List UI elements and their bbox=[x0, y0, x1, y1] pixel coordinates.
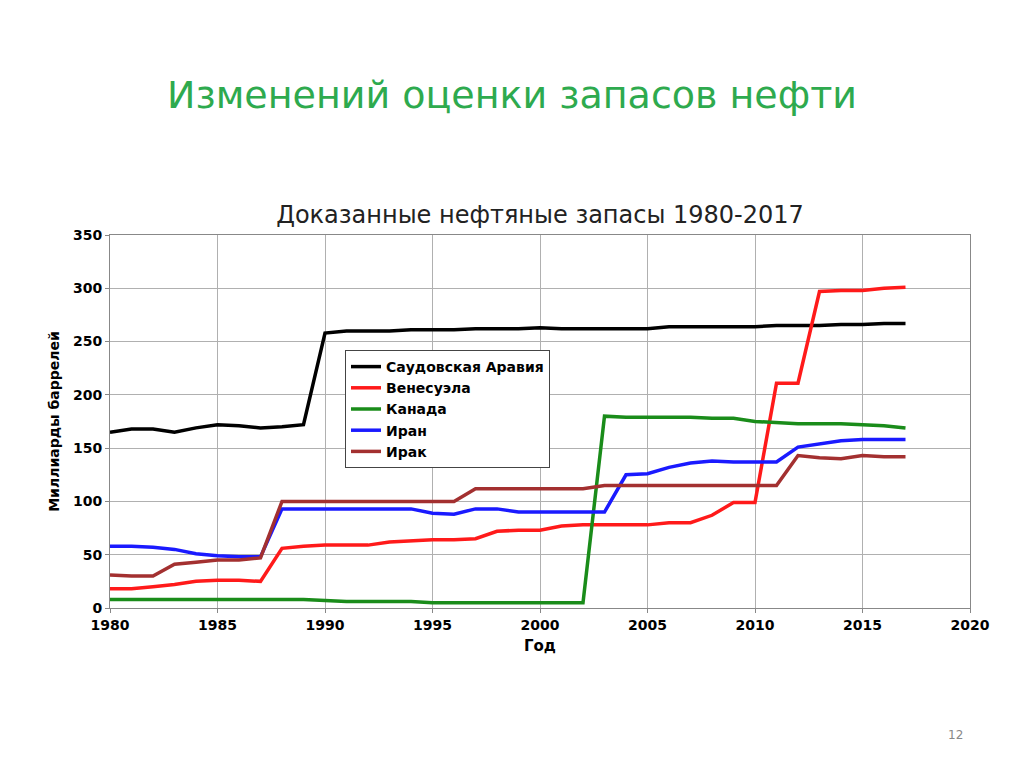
svg-text:2000: 2000 bbox=[521, 617, 560, 633]
svg-text:2020: 2020 bbox=[951, 617, 990, 633]
svg-text:Изменений оценки запасов нефти: Изменений оценки запасов нефти bbox=[167, 73, 857, 117]
svg-text:150: 150 bbox=[73, 440, 102, 456]
svg-text:Год: Год bbox=[524, 637, 556, 655]
svg-text:2010: 2010 bbox=[736, 617, 775, 633]
svg-text:Доказанные нефтяные запасы 198: Доказанные нефтяные запасы 1980-2017 bbox=[276, 201, 804, 229]
svg-text:1995: 1995 bbox=[413, 617, 452, 633]
svg-text:12: 12 bbox=[948, 728, 963, 742]
svg-text:250: 250 bbox=[73, 333, 102, 349]
svg-text:Иран: Иран bbox=[386, 423, 427, 439]
svg-text:Ирак: Ирак bbox=[386, 444, 427, 460]
svg-text:0: 0 bbox=[92, 600, 102, 616]
svg-text:1990: 1990 bbox=[306, 617, 345, 633]
svg-text:Канада: Канада bbox=[386, 401, 447, 417]
svg-text:100: 100 bbox=[73, 493, 102, 509]
svg-text:2015: 2015 bbox=[843, 617, 882, 633]
svg-text:50: 50 bbox=[83, 547, 103, 563]
svg-text:350: 350 bbox=[73, 227, 102, 243]
svg-text:Саудовская Аравия: Саудовская Аравия bbox=[386, 359, 544, 375]
svg-text:2005: 2005 bbox=[628, 617, 667, 633]
svg-text:Венесуэла: Венесуэла bbox=[386, 380, 471, 396]
svg-text:1980: 1980 bbox=[91, 617, 130, 633]
svg-text:1985: 1985 bbox=[198, 617, 237, 633]
svg-text:300: 300 bbox=[73, 280, 102, 296]
svg-text:200: 200 bbox=[73, 387, 102, 403]
svg-text:Миллиарды баррелей: Миллиарды баррелей bbox=[46, 331, 62, 512]
